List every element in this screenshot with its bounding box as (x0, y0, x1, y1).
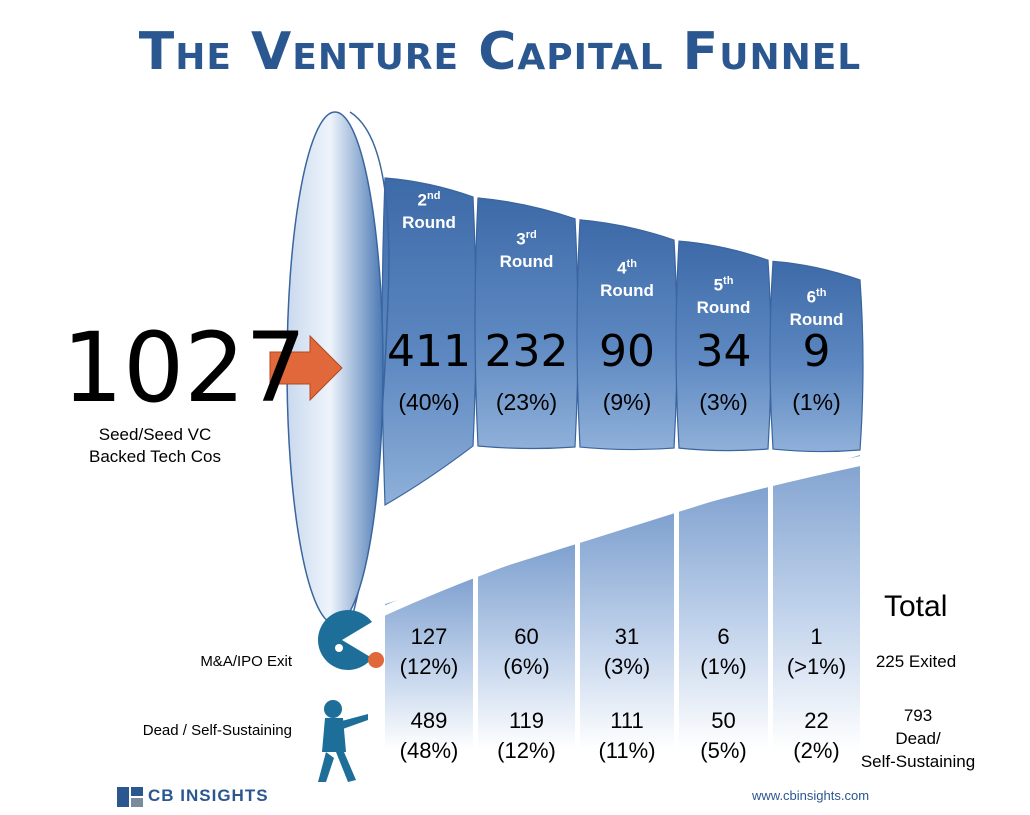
funnel-lower-column (773, 455, 860, 750)
stage-label: 5th Round (679, 270, 769, 319)
stage-ordinal: 3 (516, 229, 526, 249)
logo-block (131, 787, 143, 796)
stage-ordinal: 4 (617, 258, 627, 278)
funnel-segment (675, 240, 772, 452)
stage-word: Round (402, 212, 456, 232)
exit-count: 1 (810, 624, 823, 649)
dead-count: 50 (711, 708, 736, 733)
funnel-lower-column (679, 483, 768, 750)
stage-ordinal: 2 (417, 190, 427, 210)
start-value: 1027 (62, 312, 307, 424)
exit-percent: (3%) (603, 654, 651, 679)
stage-value: 9 (802, 326, 831, 377)
zombie-head (324, 700, 342, 718)
stage-label: 3rd Round (482, 224, 572, 273)
footer-url[interactable]: www.cbinsights.com (752, 788, 870, 803)
page-title: The Venture Capital Funnel (138, 22, 862, 82)
stage-ordinal: 5 (713, 275, 724, 295)
logo-block (117, 787, 129, 807)
total-dead-line: Dead/ (895, 729, 941, 748)
stage-word: Round (789, 309, 844, 329)
dead-percent: (11%) (598, 738, 656, 763)
pacman-pellet (368, 652, 384, 668)
total-dead-line: 793 (903, 706, 933, 725)
exit-percent: (1%) (700, 654, 747, 679)
exit-count: 6 (717, 624, 730, 649)
total-dead-line: Self-Sustaining (860, 752, 976, 771)
exit-count: 31 (614, 624, 640, 649)
stage-label: 2nd Round (384, 185, 474, 234)
exit-row-label: M&A/IPO Exit (200, 653, 292, 670)
dead-percent: (2%) (793, 738, 840, 763)
total-exit: 225 Exited (875, 652, 957, 671)
funnel-segments (350, 177, 865, 632)
start-label: Seed/Seed VC Backed Tech Cos (89, 425, 221, 466)
zombie-leg (318, 752, 334, 782)
stage-ordinal-suffix: nd (427, 190, 441, 202)
exit-percent: (12%) (399, 654, 459, 679)
stage-ordinal-suffix: rd (525, 229, 537, 241)
stage-value: 411 (387, 326, 471, 377)
zombie-icon (318, 700, 368, 782)
arrow-shape (269, 334, 343, 402)
stage-percent: (1%) (792, 389, 841, 415)
funnel-segment (576, 219, 678, 451)
stage-label: 4th Round (582, 253, 672, 302)
stage-percent: (23%) (495, 389, 558, 415)
stage-word: Round (499, 251, 554, 271)
funnel-lower-column (385, 576, 473, 750)
stage-value: 232 (484, 326, 569, 377)
stage-ordinal-suffix: th (816, 287, 827, 299)
funnel-lower-column (580, 513, 674, 750)
funnel-segment (474, 197, 579, 450)
exit-percent: (6%) (503, 654, 550, 679)
stage-label: 6th Round (772, 282, 862, 331)
funnel-lower-band (385, 455, 860, 750)
zombie-leg (336, 752, 356, 782)
stage-word: Round (696, 297, 751, 317)
cb-insights-logo-icon (117, 787, 143, 807)
zombie-arm (338, 714, 368, 730)
stage-percent: (9%) (602, 389, 652, 415)
stage-ordinal-suffix: th (723, 275, 734, 287)
logo-block (131, 798, 143, 807)
stage-value: 90 (599, 326, 655, 377)
total-header: Total (884, 590, 948, 623)
stage-ordinal-suffix: th (626, 258, 637, 270)
total-dead: 793 Dead/ Self-Sustaining (848, 704, 988, 773)
stage-value: 34 (695, 326, 752, 377)
cb-insights-logo: CB INSIGHTS (148, 786, 269, 805)
funnel-lower-column (478, 544, 575, 750)
funnel-segment (769, 260, 864, 453)
exit-count: 127 (410, 624, 448, 649)
dead-percent: (5%) (700, 738, 747, 763)
funnel-divider (350, 455, 865, 632)
arrow-icon (269, 334, 343, 402)
pacman-body (318, 610, 372, 670)
dead-count: 22 (804, 708, 829, 733)
stage-word: Round (600, 280, 654, 300)
dead-count: 489 (410, 708, 448, 733)
dead-percent: (12%) (497, 738, 556, 763)
dead-count: 111 (610, 708, 644, 733)
stage-percent: (40%) (398, 389, 460, 415)
dead-count: 119 (508, 708, 545, 733)
pacman-icon (318, 610, 384, 670)
stage-ordinal: 6 (806, 287, 817, 307)
pacman-eye (335, 644, 343, 652)
stage-percent: (3%) (699, 389, 748, 415)
dead-percent: (48%) (399, 738, 459, 763)
exit-percent: (>1%) (786, 654, 847, 679)
exit-count: 60 (514, 624, 539, 649)
dead-row-label: Dead / Self-Sustaining (142, 722, 292, 739)
